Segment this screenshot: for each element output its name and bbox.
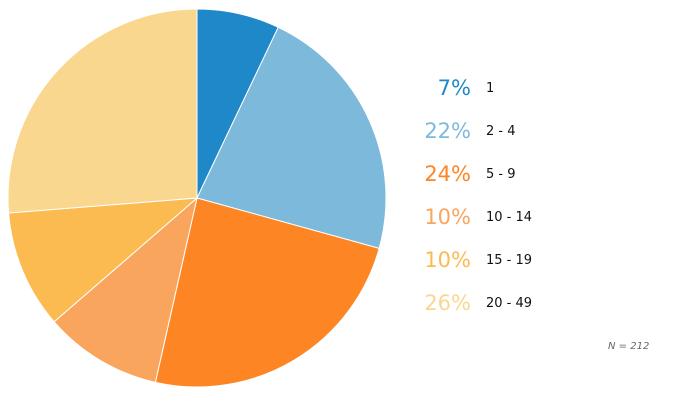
- legend-label: 10 - 14: [486, 210, 533, 225]
- legend-label: 5 - 9: [486, 167, 516, 182]
- legend-item: 24% 5 - 9: [400, 159, 660, 189]
- legend-item: 10% 15 - 19: [400, 245, 660, 275]
- legend-percent: 26%: [424, 291, 471, 315]
- pie-chart: [7, 8, 387, 388]
- legend-item: 7% 1: [400, 73, 660, 103]
- pie-slice-10-14: [53, 196, 198, 383]
- legend-item: 22% 2 - 4: [400, 116, 660, 146]
- legend-percent: 24%: [424, 162, 471, 186]
- legend-label: 2 - 4: [486, 124, 516, 139]
- legend-item: 10% 10 - 14: [400, 202, 660, 232]
- legend-percent: 10%: [424, 248, 471, 272]
- legend-label: 1: [486, 81, 495, 96]
- legend-label: 20 - 49: [486, 296, 533, 311]
- sample-size-note: N = 212: [608, 341, 650, 352]
- pie-slice-5-9: [154, 197, 380, 388]
- legend-item: 26% 20 - 49: [400, 288, 660, 318]
- legend-percent: 10%: [424, 205, 471, 229]
- pie-slice-20-49: [7, 8, 198, 214]
- pie-slice-2-4: [196, 26, 387, 249]
- legend-label: 15 - 19: [486, 253, 533, 268]
- pie-slice-15-19: [8, 197, 199, 323]
- legend-percent: 7%: [437, 76, 471, 100]
- legend-percent: 22%: [424, 119, 471, 143]
